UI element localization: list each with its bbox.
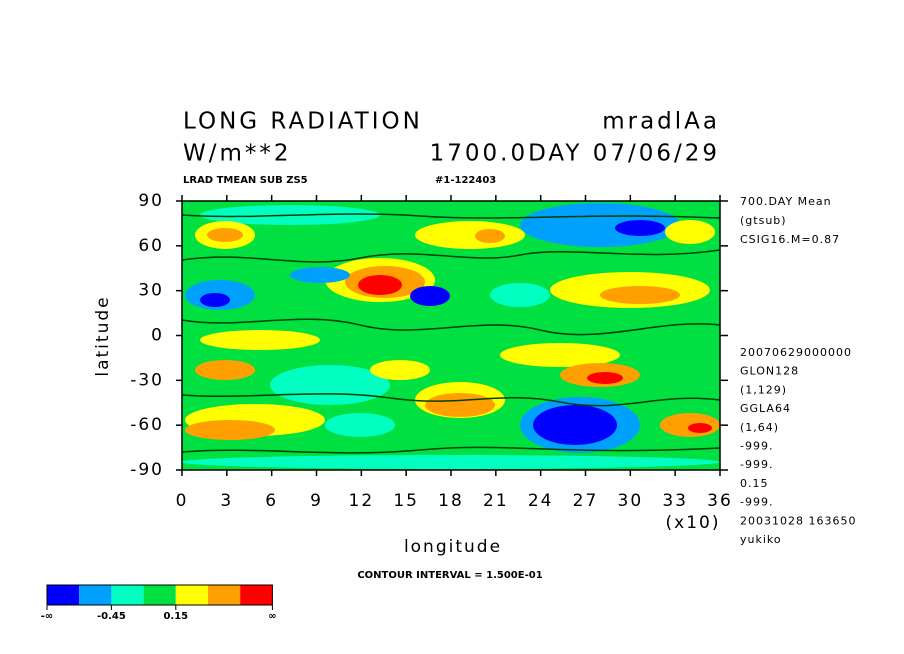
- subtitle: LRAD TMEAN SUB ZS5: [183, 175, 308, 186]
- x-tick-label: 9: [310, 491, 323, 511]
- x-tick-label: 36: [707, 491, 733, 511]
- x-tick-label: 6: [265, 491, 278, 511]
- colorbar-box: [240, 585, 273, 605]
- colorbar-box: [79, 585, 112, 605]
- side-text: (gtsub): [740, 214, 787, 227]
- colorbar-label: 0.15: [163, 611, 188, 622]
- colorbar-box: [175, 585, 208, 605]
- side-text: CSIG16.M=0.87: [740, 233, 840, 246]
- side-text: -999.: [740, 440, 773, 453]
- colorbar-box: [208, 585, 241, 605]
- colorbar-box: [143, 585, 176, 605]
- side-text: -999.: [740, 496, 773, 509]
- y-tick-label: 0: [151, 326, 164, 346]
- side-text: GLON128: [740, 365, 799, 378]
- variable: mradlAa: [602, 109, 720, 135]
- colorbar-label: -0.45: [97, 611, 126, 622]
- contour-field: [182, 201, 720, 470]
- side-text: -999.: [740, 458, 773, 471]
- colorbar-box: [47, 585, 80, 605]
- units: W/m**2: [183, 141, 292, 167]
- x-tick-label: 24: [528, 491, 554, 511]
- y-tick-label: -60: [130, 415, 164, 435]
- y-axis-label: latitude: [93, 295, 113, 376]
- y-tick-label: 30: [138, 281, 164, 301]
- side-info: 700.DAY Mean (gtsub) CSIG16.M=0.87 20070629…: [740, 195, 856, 546]
- side-text: yukiko: [740, 533, 782, 546]
- colorbar-label: ∞: [268, 611, 276, 622]
- colorbar-frame: [46, 584, 273, 606]
- side-text: GGLA64: [740, 402, 791, 415]
- x-tick-label: 33: [662, 491, 688, 511]
- x-tick-label: 27: [573, 491, 599, 511]
- x-multiplier: (x10): [666, 513, 721, 533]
- x-tick-label: 12: [349, 491, 375, 511]
- run-id: #1-122403: [435, 175, 496, 186]
- title: LONG RADIATION: [183, 109, 423, 135]
- y-tick-label: -90: [130, 460, 164, 480]
- x-tick-label: 0: [176, 491, 189, 511]
- side-text: 700.DAY Mean: [740, 195, 832, 208]
- side-text: (1,129): [740, 383, 787, 396]
- x-axis-label: longitude: [404, 537, 502, 557]
- y-tick-label: 60: [138, 236, 164, 256]
- y-tick-label: 90: [138, 191, 164, 211]
- colorbar: -∞ -0.45 0.15 ∞: [41, 584, 277, 622]
- x-tick-label: 3: [220, 491, 233, 511]
- x-tick-label: 15: [393, 491, 419, 511]
- x-tick-label: 18: [438, 491, 464, 511]
- side-text: (1,64): [740, 421, 779, 434]
- side-text: 20031028 163650: [740, 514, 856, 527]
- side-text: 20070629000000: [740, 346, 852, 359]
- x-tick-label: 30: [618, 491, 644, 511]
- colorbar-box: [111, 585, 144, 605]
- contour-interval: CONTOUR INTERVAL = 1.500E-01: [357, 570, 542, 581]
- colorbar-label: -∞: [41, 611, 53, 622]
- side-text: 0.15: [740, 477, 769, 490]
- time: 1700.0DAY 07/06/29: [430, 141, 720, 167]
- x-tick-label: 21: [483, 491, 509, 511]
- contour-lines: [182, 213, 720, 454]
- y-tick-label: -30: [130, 370, 164, 390]
